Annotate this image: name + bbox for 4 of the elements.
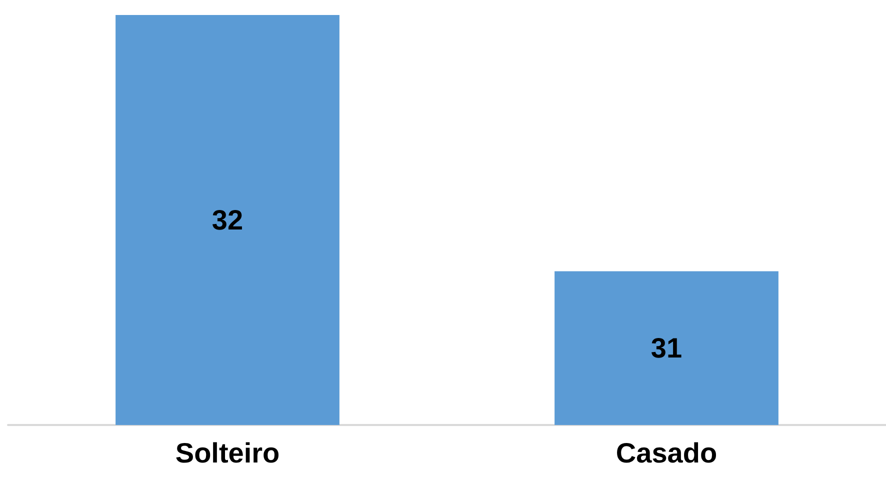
data-label: 32 [212, 204, 244, 236]
x-tick-label: Casado [616, 438, 718, 468]
data-label: 31 [650, 332, 682, 364]
x-tick-label: Solteiro [175, 438, 280, 468]
